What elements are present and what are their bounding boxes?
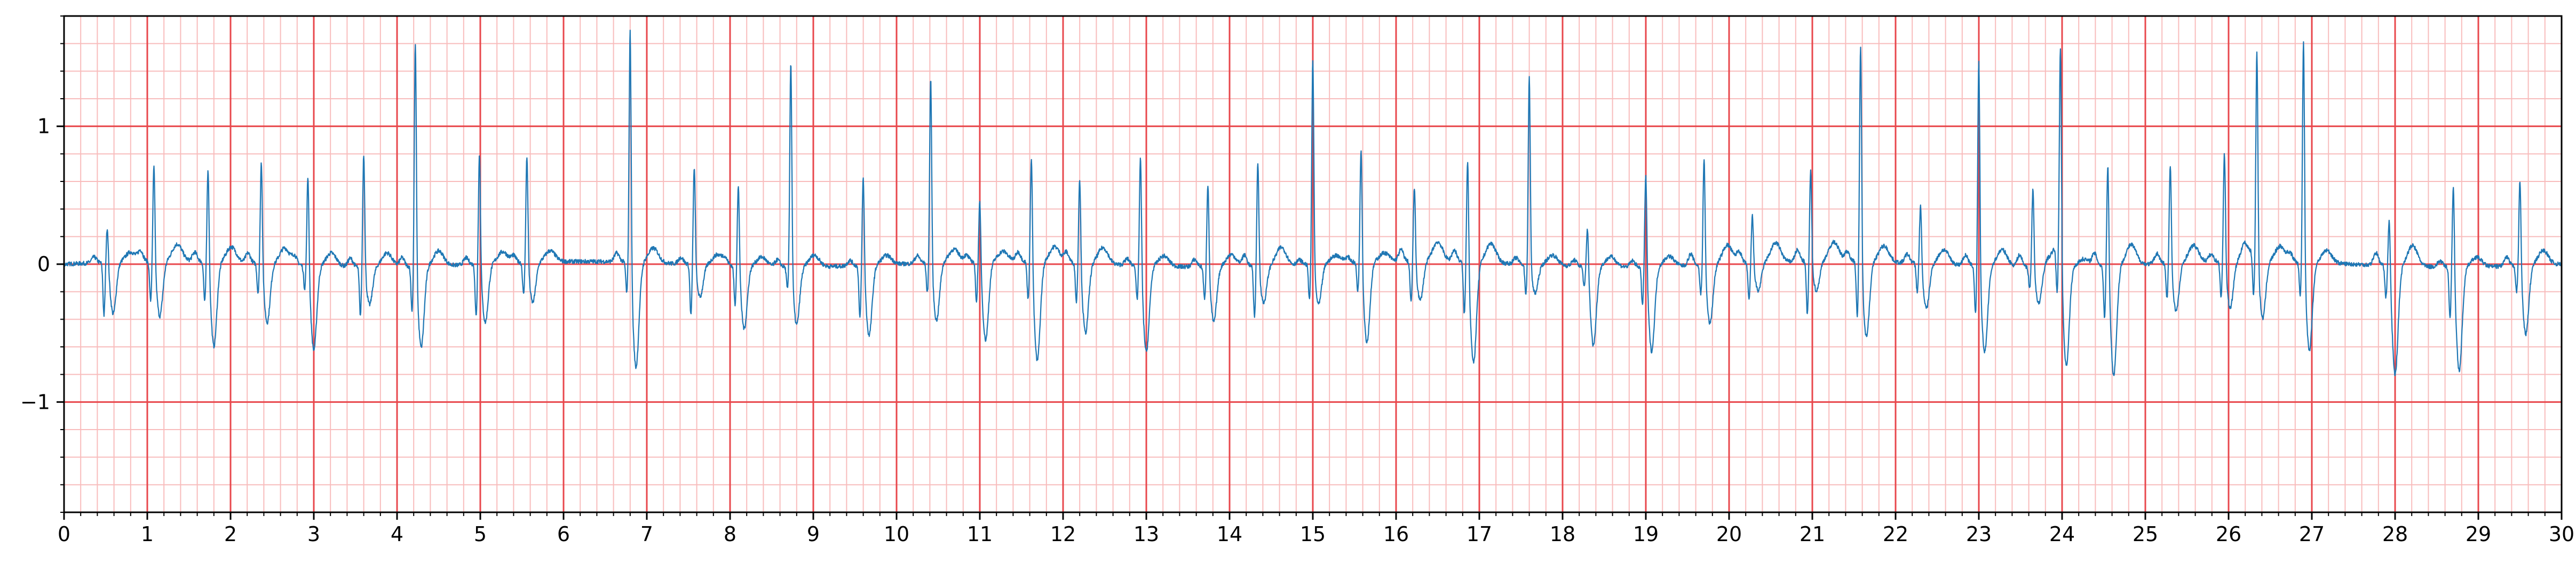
- x-tick-label: 13: [1134, 522, 1159, 546]
- x-tick-label: 3: [307, 522, 320, 546]
- x-axis-ticks: [63, 512, 2563, 520]
- x-tick-label: 28: [2382, 522, 2408, 546]
- x-tick-label: 30: [2549, 522, 2574, 546]
- ecg-trace-line: [63, 29, 2563, 376]
- x-tick-label: 16: [1383, 522, 1409, 546]
- x-tick-label: 12: [1050, 522, 1076, 546]
- x-tick-label: 15: [1300, 522, 1326, 546]
- x-tick-label: 23: [1966, 522, 1992, 546]
- x-tick-label: 24: [2049, 522, 2075, 546]
- x-tick-label: 29: [2466, 522, 2491, 546]
- x-tick-label: 27: [2299, 522, 2325, 546]
- x-tick-label: 11: [967, 522, 993, 546]
- x-tick-label: 5: [474, 522, 487, 546]
- x-tick-label: 1: [141, 522, 154, 546]
- y-tick-label: −1: [20, 390, 50, 414]
- x-axis-tick-labels: 0 1 2 3 4 5 6 7 8 9 10 11 12 13 14 15 16 17 18 19 20 21 22 23 24…: [58, 522, 2574, 546]
- x-tick-label: 19: [1633, 522, 1659, 546]
- x-tick-label: 21: [1800, 522, 1825, 546]
- x-tick-label: 26: [2216, 522, 2241, 546]
- y-axis-tick-labels: −1 0 1: [20, 115, 50, 414]
- x-tick-label: 6: [557, 522, 570, 546]
- x-tick-label: 4: [391, 522, 403, 546]
- x-tick-label: 2: [224, 522, 237, 546]
- x-tick-label: 17: [1467, 522, 1492, 546]
- y-tick-label: 0: [37, 252, 50, 276]
- x-tick-label: 8: [724, 522, 736, 546]
- x-tick-label: 18: [1550, 522, 1575, 546]
- y-axis-ticks: [57, 15, 64, 513]
- x-tick-label: 0: [58, 522, 70, 546]
- x-tick-label: 25: [2133, 522, 2158, 546]
- x-tick-label: 10: [884, 522, 909, 546]
- y-tick-label: 1: [37, 115, 50, 138]
- ecg-trace-layer: [63, 29, 2563, 376]
- x-tick-label: 7: [640, 522, 653, 546]
- x-tick-label: 22: [1883, 522, 1908, 546]
- x-tick-label: 20: [1716, 522, 1742, 546]
- x-tick-label: 9: [807, 522, 820, 546]
- x-tick-label: 14: [1217, 522, 1242, 546]
